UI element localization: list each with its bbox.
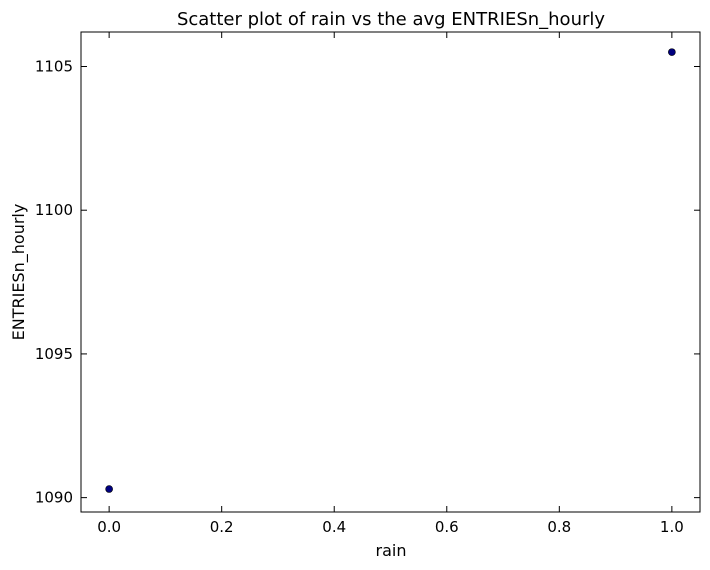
y-tick-label: 1105 — [35, 57, 73, 75]
chart-title: Scatter plot of rain vs the avg ENTRIESn… — [177, 9, 605, 30]
y-tick-label: 1100 — [35, 201, 73, 219]
data-points — [105, 48, 676, 493]
y-tick-label: 1090 — [35, 489, 73, 507]
y-axis-label: ENTRIESn_hourly — [9, 204, 29, 341]
x-tick-label: 1.0 — [660, 518, 684, 536]
scatter-point — [105, 485, 113, 493]
x-tick-label: 0.4 — [322, 518, 346, 536]
tick-marks — [81, 32, 700, 512]
plot-frame — [80, 31, 701, 513]
y-tick-label: 1095 — [35, 345, 73, 363]
x-tick-label: 0.0 — [97, 518, 121, 536]
tick-labels: 0.0 0.2 0.4 0.6 0.8 1.0 1090 1095 1100 1105 — [35, 57, 684, 536]
x-tick-label: 0.8 — [547, 518, 571, 536]
x-tick-label: 0.2 — [210, 518, 234, 536]
scatter-point — [668, 48, 676, 56]
x-tick-label: 0.6 — [435, 518, 459, 536]
x-axis-label: rain — [376, 541, 407, 560]
